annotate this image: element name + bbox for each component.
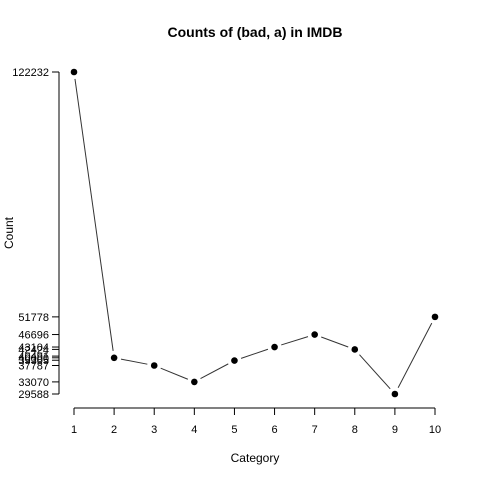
data-point — [351, 346, 359, 353]
x-tick-label: 10 — [429, 424, 441, 436]
x-tick-label: 9 — [392, 424, 398, 436]
data-point — [311, 331, 318, 338]
x-tick-label: 2 — [111, 424, 117, 436]
y-tick-label: 43104 — [18, 342, 49, 354]
chart-title: Counts of (bad, a) in IMDB — [168, 24, 343, 40]
y-tick-label: 40491 — [18, 351, 49, 363]
y-tick-label: 122232 — [12, 67, 49, 79]
series-line-segment — [397, 322, 433, 389]
y-tick-label: 42424 — [18, 344, 49, 356]
x-tick-label: 6 — [271, 424, 277, 436]
y-tick-label: 33070 — [18, 377, 49, 389]
y-tick-label: 46696 — [18, 330, 49, 342]
data-point — [70, 68, 78, 76]
data-point — [150, 362, 158, 369]
y-tick-label: 51778 — [18, 312, 49, 324]
data-point — [431, 313, 439, 321]
data-point — [110, 354, 118, 362]
series-line-segment — [281, 336, 309, 346]
series-line-segment — [321, 336, 349, 348]
y-tick-label: 39305 — [18, 355, 49, 367]
series-line-segment — [200, 363, 229, 380]
series-line-segment — [240, 348, 269, 359]
x-tick-label: 8 — [352, 424, 358, 436]
axes: 122232 51778 46696431044242440491400003930… — [12, 67, 441, 436]
data-point — [391, 390, 399, 398]
series-line-segment — [120, 358, 148, 365]
series-line-segment — [359, 354, 391, 390]
y-tick-label: 37787 — [18, 361, 49, 373]
x-axis-label: Category — [231, 451, 280, 465]
y-tick-label: 29588 — [18, 389, 49, 401]
data-point — [231, 357, 238, 364]
data-series — [70, 68, 439, 398]
y-axis-label: Count — [2, 216, 16, 249]
x-tick-label: 5 — [231, 424, 237, 436]
x-tick-label: 1 — [71, 424, 77, 436]
series-line-segment — [74, 78, 114, 351]
y-tick-label: 40000 — [18, 353, 49, 365]
series-line-segment — [160, 367, 189, 380]
x-tick-label: 7 — [312, 424, 318, 436]
data-point — [271, 343, 278, 351]
x-tick-label: 3 — [151, 424, 157, 436]
data-point — [191, 378, 198, 386]
x-tick-label: 4 — [191, 424, 197, 436]
